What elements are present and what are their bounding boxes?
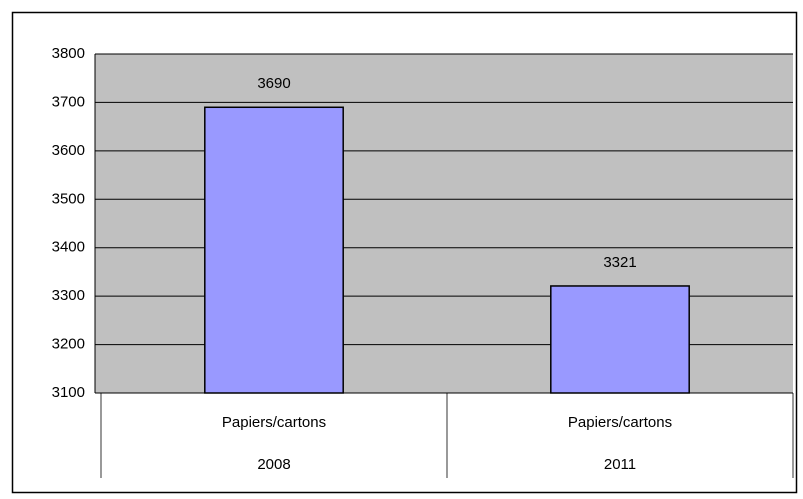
x-group-label: 2011 xyxy=(604,456,636,473)
y-tick-label: 3500 xyxy=(52,190,85,207)
x-group-label: 2008 xyxy=(257,456,290,473)
data-label: 3321 xyxy=(603,254,636,271)
y-tick-label: 3200 xyxy=(52,336,85,353)
x-tick-label: Papiers/cartons xyxy=(568,414,672,431)
y-tick-label: 3800 xyxy=(52,45,85,62)
y-tick-label: 3700 xyxy=(52,93,85,110)
y-tick-label: 3300 xyxy=(52,287,85,304)
y-tick-label: 3400 xyxy=(52,239,85,256)
bar xyxy=(204,106,344,394)
data-label: 3690 xyxy=(257,75,290,92)
y-tick-label: 3600 xyxy=(52,142,85,159)
x-tick-label: Papiers/cartons xyxy=(222,414,326,431)
y-tick-label: 3100 xyxy=(52,384,85,401)
bar xyxy=(550,285,690,394)
